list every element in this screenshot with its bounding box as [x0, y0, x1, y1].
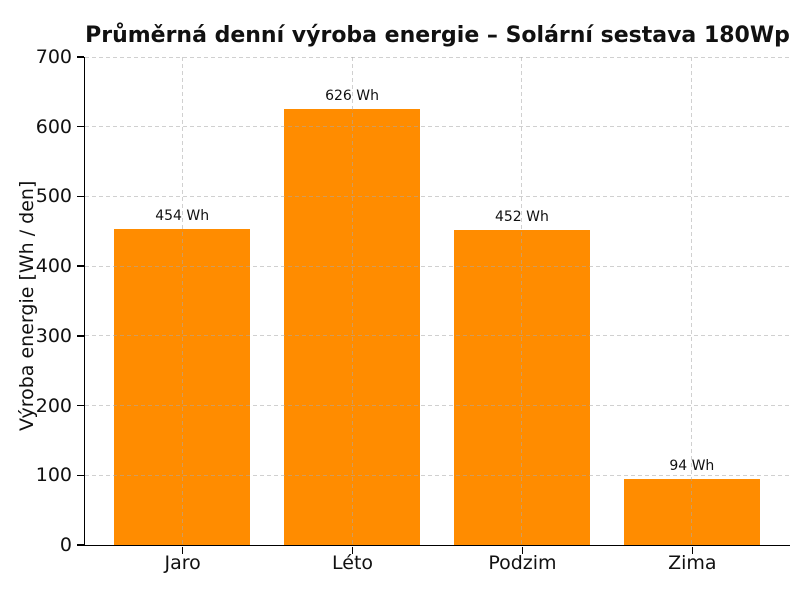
x-tick-label: Podzim [488, 552, 557, 574]
gridline-horizontal [84, 335, 790, 337]
y-tick-mark [76, 474, 84, 477]
x-tick-mark [351, 546, 354, 554]
gridline-horizontal [84, 405, 790, 407]
gridline-horizontal [84, 474, 790, 476]
bar-value-label: 452 Wh [494, 208, 549, 225]
gridline-horizontal [84, 265, 790, 267]
bar-value-label: 94 Wh [669, 458, 715, 475]
y-tick-label: 700 [35, 46, 72, 68]
x-tick-label: Zima [668, 552, 717, 574]
y-tick-mark [76, 335, 84, 337]
y-tick-mark [76, 195, 84, 198]
y-tick-label: 400 [35, 255, 72, 278]
y-tick-mark [76, 544, 84, 546]
gridline-vertical [181, 57, 183, 545]
y-tick-label: 300 [35, 324, 72, 347]
x-tick-mark [521, 546, 524, 554]
y-tick-label: 100 [35, 464, 72, 487]
y-tick-mark [76, 265, 84, 267]
gridline-vertical [521, 57, 523, 545]
chart-title: Průměrná denní výroba energie – Solární … [85, 23, 790, 48]
x-tick-mark [691, 546, 694, 554]
y-tick-mark [76, 56, 84, 58]
x-tick-mark [181, 546, 184, 554]
x-tick-label: Léto [332, 552, 374, 574]
y-tick-mark [76, 404, 84, 407]
y-tick-label: 0 [59, 534, 72, 556]
bar-value-label: 454 Wh [155, 207, 210, 224]
y-tick-label: 600 [35, 115, 72, 138]
y-tick-label: 500 [35, 185, 72, 208]
gridline-horizontal [84, 56, 790, 58]
gridline-vertical [691, 57, 693, 545]
bar-value-label: 626 Wh [325, 87, 379, 104]
x-tick-label: Jaro [164, 552, 201, 574]
y-axis-label: Výroba energie [Wh / den] [16, 180, 38, 431]
gridline-horizontal [84, 126, 790, 128]
gridline-horizontal [84, 195, 790, 197]
y-tick-label: 200 [35, 394, 72, 417]
gridline-vertical [351, 57, 353, 545]
y-tick-mark [76, 125, 84, 128]
plot-area: 454 Wh 626 Wh 452 Wh 94 Wh [83, 56, 790, 546]
